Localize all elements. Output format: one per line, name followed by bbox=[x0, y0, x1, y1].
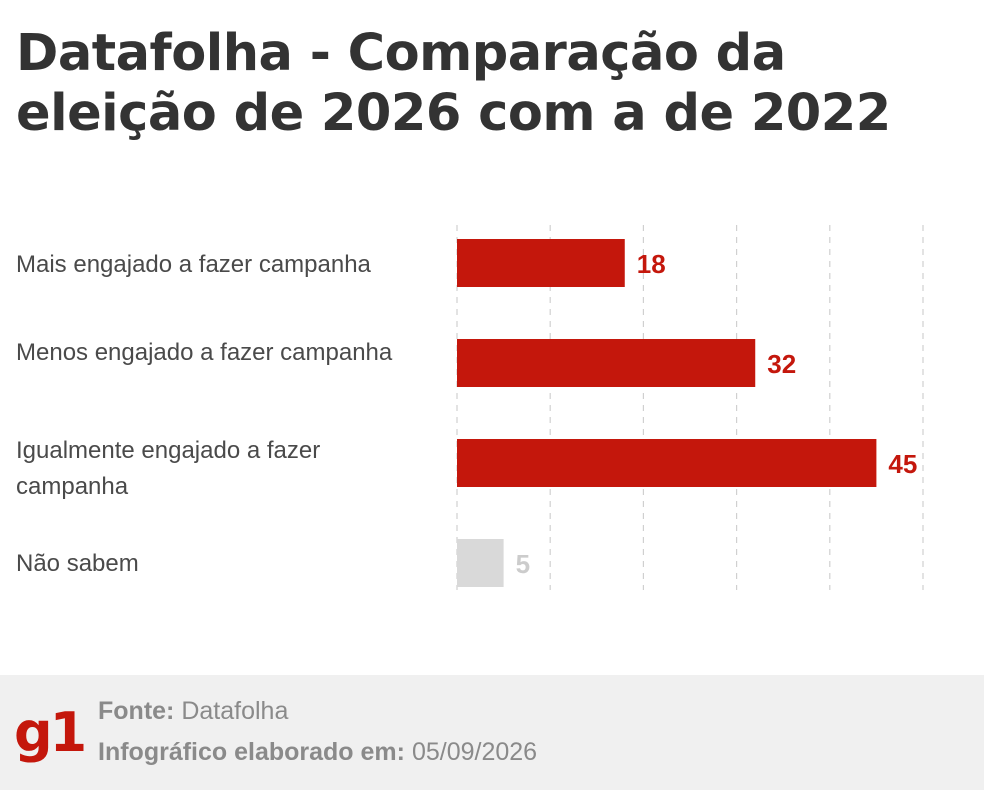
data-label: 18 bbox=[637, 249, 666, 279]
g1-logo: g1 bbox=[14, 701, 87, 764]
data-label: 45 bbox=[888, 449, 917, 479]
source-value: Datafolha bbox=[181, 697, 289, 725]
date-line: Infográfico elaborado em: 05/09/2026 bbox=[98, 736, 537, 768]
date-value: 05/09/2026 bbox=[411, 738, 538, 766]
category-label: Não sabem bbox=[16, 550, 139, 577]
category-label: Mais engajado a fazer campanha bbox=[16, 251, 371, 278]
data-label: 32 bbox=[767, 349, 796, 379]
chart-title: Datafolha - Comparação da eleição de 202… bbox=[16, 24, 891, 143]
bar bbox=[457, 439, 877, 487]
bar-chart: 18 32 45 5 bbox=[456, 225, 924, 590]
bar bbox=[457, 539, 504, 587]
data-label: 5 bbox=[516, 549, 530, 579]
category-label: Igualmente engajado a fazer campanha bbox=[16, 437, 321, 500]
date-label: Infográfico elaborado em: bbox=[98, 738, 405, 766]
footer: g1 Fonte: Datafolha Infográfico elaborad… bbox=[0, 675, 984, 790]
bar bbox=[457, 339, 756, 387]
bar bbox=[457, 239, 625, 287]
source-label: Fonte: bbox=[98, 697, 175, 725]
source-line: Fonte: Datafolha bbox=[98, 695, 288, 727]
category-label: Menos engajado a fazer campanha bbox=[16, 339, 393, 366]
